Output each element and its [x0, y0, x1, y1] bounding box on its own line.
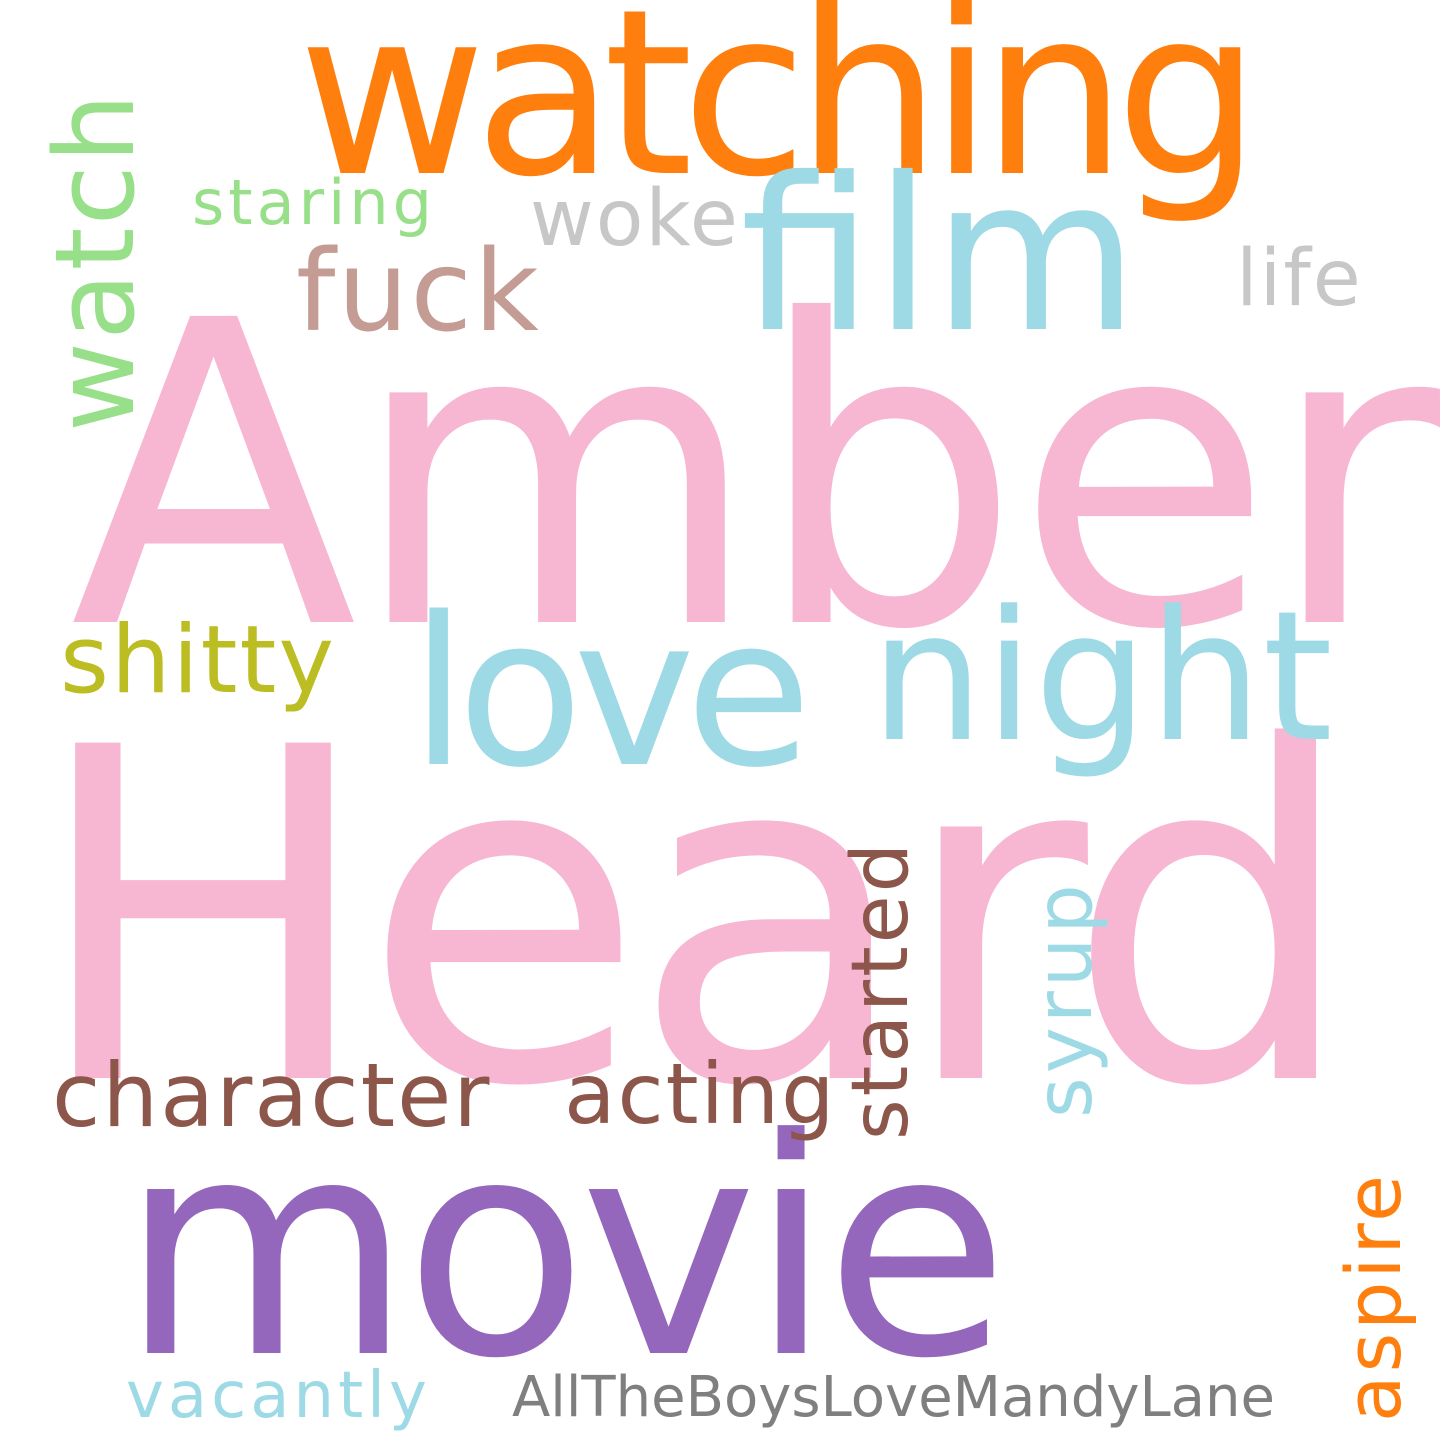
word-heard: Heard: [30, 652, 1358, 1187]
word-aspire: aspire: [1329, 1172, 1418, 1422]
word-acting: acting: [564, 1045, 837, 1143]
word-watch: watch: [31, 91, 159, 432]
word-woke: woke: [530, 174, 740, 264]
word-staring: staring: [192, 166, 436, 239]
word-syrup: syrup: [1020, 880, 1110, 1118]
word-shitty: shitty: [60, 606, 337, 715]
word-life: life: [1236, 234, 1363, 324]
word-amber: Amber: [70, 233, 1440, 722]
word-started: started: [836, 839, 926, 1140]
word-vacantly: vacantly: [126, 1359, 431, 1433]
word-movie: movie: [120, 1075, 1009, 1424]
word-character: character: [52, 1044, 492, 1147]
word-love: love: [410, 573, 812, 813]
word-film: film: [740, 132, 1139, 379]
word-fuck: fuck: [296, 227, 541, 357]
word-night: night: [870, 573, 1334, 782]
word-alltheboyslovemandylane: AllTheBoysLoveMandyLane: [512, 1365, 1275, 1430]
word-watching: watching: [298, 0, 1261, 228]
